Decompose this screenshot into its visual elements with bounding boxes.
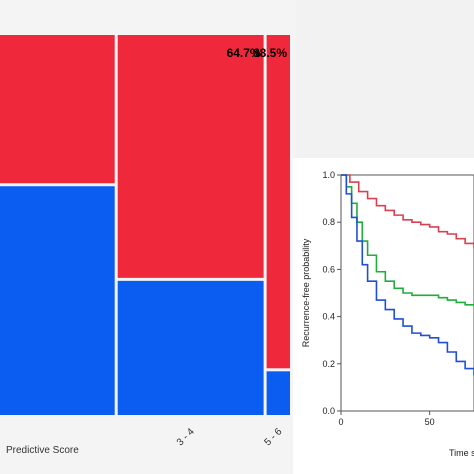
mosaic-cell-2-1	[266, 371, 290, 415]
mosaic-cell-1-0	[117, 35, 264, 278]
survival-plot: 0.0 0.2 0.4 0.6 0.8 1.0 0 50 Recurrence-free pr…	[301, 170, 474, 458]
survival-y-tick-label: 0.0	[322, 406, 335, 416]
mosaic-tick-label-2: 5 - 6	[262, 426, 284, 448]
survival-y-tick-label: 0.4	[322, 312, 335, 322]
mosaic-tick-label-1: 3 - 4	[175, 426, 197, 448]
survival-series-line-2	[341, 174, 474, 376]
survival-y-tick-label: 0.8	[322, 217, 335, 227]
survival-y-tick-label: 1.0	[322, 170, 335, 180]
survival-y-tick-label: 0.6	[322, 264, 335, 274]
survival-y-tick-label: 0.2	[322, 359, 335, 369]
survival-x-tick-label: 50	[425, 417, 435, 427]
mosaic-cell-1-1	[117, 280, 264, 415]
survival-x-tick-label: 0	[338, 417, 343, 427]
mosaic-plot-panel: 64.7% 88.5% Predictive Score 3 - 4 5 - 6	[0, 35, 290, 456]
survival-plot-panel: 0.0 0.2 0.4 0.6 0.8 1.0 0 50 Recurrence-free pr…	[293, 158, 474, 474]
mosaic-data-label-2: 88.5%	[253, 46, 287, 60]
survival-y-axis-title: Recurrence-free probability	[301, 238, 311, 347]
mosaic-data-label-1: 64.7%	[227, 46, 261, 60]
mosaic-cell-0-0	[0, 35, 115, 184]
survival-series-line-0	[341, 174, 474, 249]
mosaic-cell-0-1	[0, 186, 115, 415]
mosaic-plot: 64.7%88.5% Predictive Score 3 - 4 5 - 6	[0, 35, 290, 456]
mosaic-cell-2-0	[266, 35, 290, 369]
survival-series-line-1	[341, 174, 474, 308]
mosaic-x-axis-title: Predictive Score	[6, 445, 79, 456]
survival-x-axis-title: Time s	[449, 448, 474, 458]
